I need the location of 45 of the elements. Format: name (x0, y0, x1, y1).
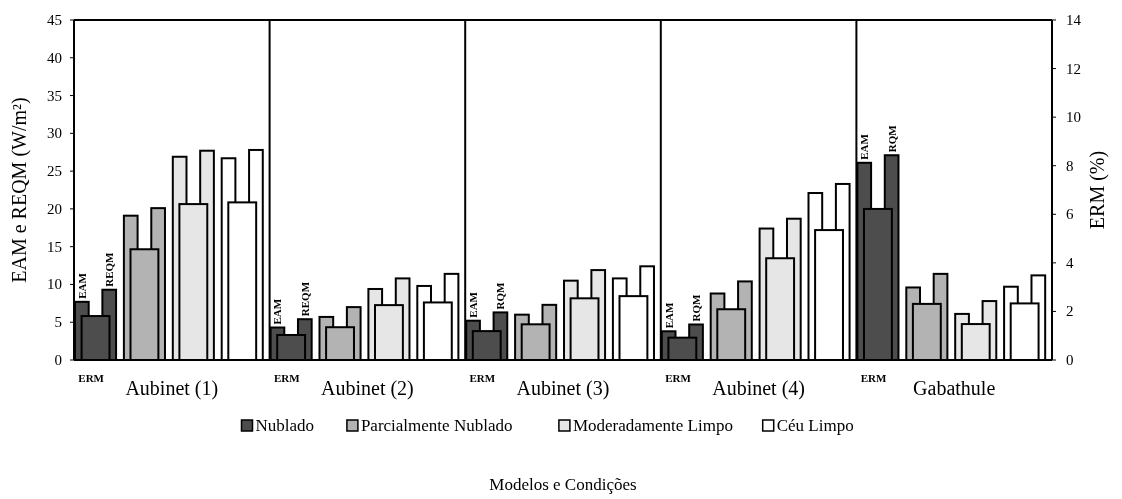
annotation: EAM (271, 298, 284, 325)
annotation: RQM (690, 293, 703, 322)
x-tick-label: Aubinet (2) (321, 377, 414, 400)
text: ERM (469, 372, 496, 384)
x-axis-title: Modelos e Condições (489, 475, 637, 494)
y-tick-label: 5 (54, 314, 62, 331)
y2-tick-label: 4 (1066, 254, 1074, 271)
annotation: EAM (858, 133, 871, 160)
y-tick-label: 25 (47, 163, 62, 180)
annotation: RQM (494, 281, 507, 310)
legend-label: Nublado (255, 416, 315, 435)
annotation: RQM (885, 124, 898, 153)
y2-tick-label: 2 (1066, 303, 1074, 320)
y2-tick-label: 0 (1066, 352, 1074, 368)
annotation: EAM (75, 272, 88, 299)
y-axis-title: EAM e REQM (W/m²) (8, 97, 31, 283)
text: ERM (273, 372, 301, 384)
y-tick-label: 45 (47, 12, 62, 28)
x-tick-label: Aubinet (1) (125, 377, 219, 400)
annotation: REQM (298, 281, 311, 317)
y-tick-label: 0 (54, 352, 62, 368)
text: ERM (860, 372, 888, 384)
legend-label: Moderadamente Limpo (572, 416, 733, 435)
y2-tick-label: 10 (1066, 109, 1081, 126)
annotation: REQM (103, 251, 116, 287)
legend-label: Parcialmente Nublado (360, 416, 513, 435)
y2-tick-label: 8 (1066, 157, 1074, 174)
text: ERM (665, 372, 692, 384)
y2-axis-title: ERM (%) (1086, 150, 1109, 230)
annotation: EAM (662, 302, 675, 329)
y-tick-label: 10 (47, 276, 62, 293)
x-tick-label: Gabathule (913, 377, 996, 399)
y-tick-label: 30 (47, 125, 62, 142)
y2-tick-label: 14 (1066, 12, 1082, 28)
text: ERM (78, 372, 105, 384)
y-tick-label: 20 (47, 200, 62, 217)
y2-tick-label: 6 (1066, 206, 1074, 223)
x-tick-label: Aubinet (3) (516, 377, 610, 400)
x-tick-label: Aubinet (4) (712, 377, 805, 400)
y-tick-label: 15 (47, 238, 62, 255)
legend-label: Céu Limpo (776, 416, 854, 435)
y-tick-label: 40 (47, 49, 62, 66)
annotation: EAM (467, 291, 480, 318)
y2-tick-label: 12 (1066, 60, 1081, 77)
y-tick-label: 35 (47, 87, 62, 104)
